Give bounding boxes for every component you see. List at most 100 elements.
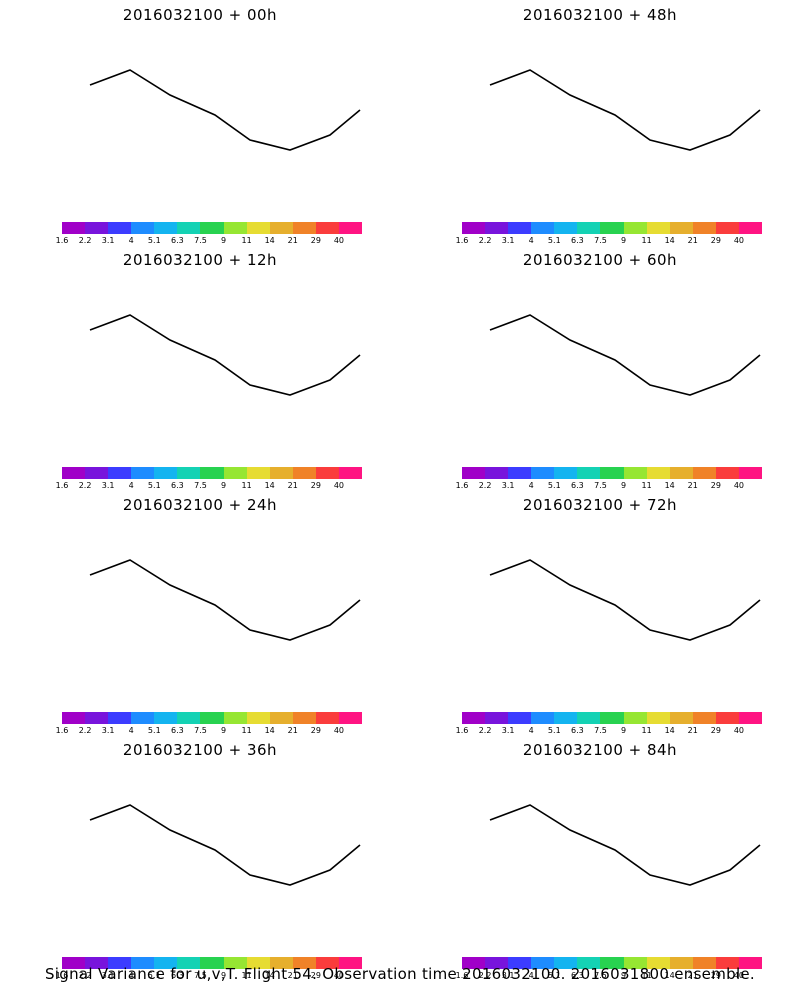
colorbar-tick-label: 4	[528, 971, 534, 980]
colorbar	[462, 222, 763, 234]
colorbar-tick-label: 4	[128, 726, 134, 735]
colorbar-swatch	[177, 467, 201, 479]
colorbar-swatch	[692, 467, 716, 479]
colorbar-swatch	[646, 222, 670, 234]
colorbar-tick-label: 11	[641, 236, 652, 245]
colorbar-swatch	[623, 467, 647, 479]
colorbar-swatch	[600, 222, 624, 234]
colorbar-tick-label: 9	[620, 971, 627, 980]
variance-map	[89, 314, 361, 396]
colorbar-tick-label: 14	[264, 726, 275, 735]
colorbar-tick-label: 6.3	[571, 971, 584, 980]
forecast-panel: 2016032100 + 12h 1.6 2.2 3.1 4 5.1 6.3 7.5 9 11 14…	[0, 245, 400, 490]
variance-map	[489, 559, 761, 641]
colorbar-swatch	[738, 712, 763, 724]
colorbar-tick-label: 14	[664, 971, 675, 980]
colorbar-tick-label: 2.2	[478, 971, 492, 980]
colorbar-swatch	[577, 222, 601, 234]
colorbar-tick-label: 11	[641, 971, 652, 980]
colorbar-tick-label: 5.1	[147, 971, 161, 980]
colorbar-swatch	[200, 222, 224, 234]
colorbar-swatch	[508, 957, 532, 969]
colorbar-tick-label: 6.3	[171, 236, 184, 245]
colorbar-tick-label: 40	[733, 726, 745, 735]
colorbar-tick-label: 3.1	[101, 236, 115, 245]
colorbar-tick-label: 1.6	[455, 481, 469, 490]
colorbar-swatch	[508, 712, 532, 724]
colorbar-swatch	[108, 712, 132, 724]
colorbar-tick-label: 1.6	[55, 726, 69, 735]
colorbar-tick-label: 40	[733, 481, 745, 490]
colorbar-swatch	[554, 222, 578, 234]
colorbar-swatch	[715, 467, 739, 479]
colorbar-swatch	[577, 957, 601, 969]
colorbar-tick-label: 29	[710, 481, 721, 490]
colorbar-swatch	[738, 467, 763, 479]
colorbar-swatch	[508, 467, 532, 479]
colorbar-swatch	[246, 712, 270, 724]
colorbar-swatch	[577, 467, 601, 479]
colorbar-tick-label: 14	[664, 236, 675, 245]
colorbar-tick-label: 9	[620, 481, 627, 490]
colorbar-tick-label: 3.1	[501, 726, 515, 735]
colorbar-swatch	[223, 222, 247, 234]
colorbar-tick-label: 14	[664, 726, 675, 735]
colorbar-swatch	[646, 957, 670, 969]
colorbar-tick-label: 14	[264, 971, 275, 980]
colorbar-swatch	[715, 957, 739, 969]
colorbar-swatch	[131, 712, 155, 724]
colorbar-swatch	[177, 957, 201, 969]
colorbar-swatch	[62, 957, 86, 969]
colorbar-tick-label: 5.1	[147, 236, 161, 245]
colorbar-swatch	[269, 222, 293, 234]
colorbar-tick-label: 5.1	[147, 481, 161, 490]
colorbar-tick-label: 7.5	[194, 481, 207, 490]
panel-title: 2016032100 + 12h	[122, 251, 278, 269]
colorbar-swatch	[200, 957, 224, 969]
colorbar-swatch	[108, 222, 132, 234]
colorbar-tick-label: 2.2	[78, 236, 92, 245]
colorbar-swatch	[669, 957, 693, 969]
forecast-panel: 2016032100 + 84h 1.6 2.2 3.1 4 5.1 6.3 7.5 9 11 14…	[400, 735, 800, 980]
colorbar-tick-label: 21	[287, 481, 298, 490]
colorbar-swatch	[246, 957, 270, 969]
colorbar-swatch	[85, 467, 109, 479]
colorbar	[462, 712, 763, 724]
colorbar-swatch	[223, 712, 247, 724]
colorbar-tick-label: 29	[310, 726, 321, 735]
colorbar-swatch	[223, 957, 247, 969]
colorbar-tick-label: 11	[241, 726, 252, 735]
colorbar-tick-label: 40	[333, 236, 345, 245]
variance-map	[489, 314, 761, 396]
colorbar-swatch	[600, 467, 624, 479]
colorbar-swatch	[338, 957, 363, 969]
colorbar-labels: 1.6 2.2 3.1 4 5.1 6.3 7.5 9 11 14 21 29 40	[456, 726, 762, 736]
colorbar-swatch	[738, 957, 763, 969]
colorbar-tick-label: 1.6	[455, 726, 469, 735]
colorbar-tick-label: 29	[710, 236, 721, 245]
colorbar-labels: 1.6 2.2 3.1 4 5.1 6.3 7.5 9 11 14 21 29 40	[56, 971, 362, 981]
colorbar-tick-label: 5.1	[547, 971, 561, 980]
colorbar-swatch	[462, 712, 486, 724]
colorbar-tick-label: 3.1	[501, 971, 515, 980]
variance-map	[489, 804, 761, 886]
colorbar-swatch	[269, 712, 293, 724]
colorbar-tick-label: 29	[310, 236, 321, 245]
colorbar	[462, 467, 763, 479]
colorbar-tick-label: 29	[310, 481, 321, 490]
colorbar-swatch	[85, 222, 109, 234]
colorbar-tick-label: 40	[333, 726, 345, 735]
colorbar-tick-label: 2.2	[78, 481, 92, 490]
colorbar-tick-label: 6.3	[571, 236, 584, 245]
colorbar-tick-label: 3.1	[101, 481, 115, 490]
colorbar-swatch	[623, 712, 647, 724]
colorbar-tick-label: 11	[641, 726, 652, 735]
colorbar-swatch	[600, 712, 624, 724]
colorbar-swatch	[315, 467, 339, 479]
forecast-panel: 2016032100 + 48h 1.6 2.2 3.1 4 5.1 6.3 7.5 9 11 14…	[400, 0, 800, 245]
colorbar-labels: 1.6 2.2 3.1 4 5.1 6.3 7.5 9 11 14 21 29 40	[456, 971, 762, 981]
colorbar-swatch	[485, 222, 509, 234]
colorbar-swatch	[315, 957, 339, 969]
colorbar-labels: 1.6 2.2 3.1 4 5.1 6.3 7.5 9 11 14 21 29 40	[56, 481, 362, 491]
colorbar-swatch	[292, 222, 316, 234]
